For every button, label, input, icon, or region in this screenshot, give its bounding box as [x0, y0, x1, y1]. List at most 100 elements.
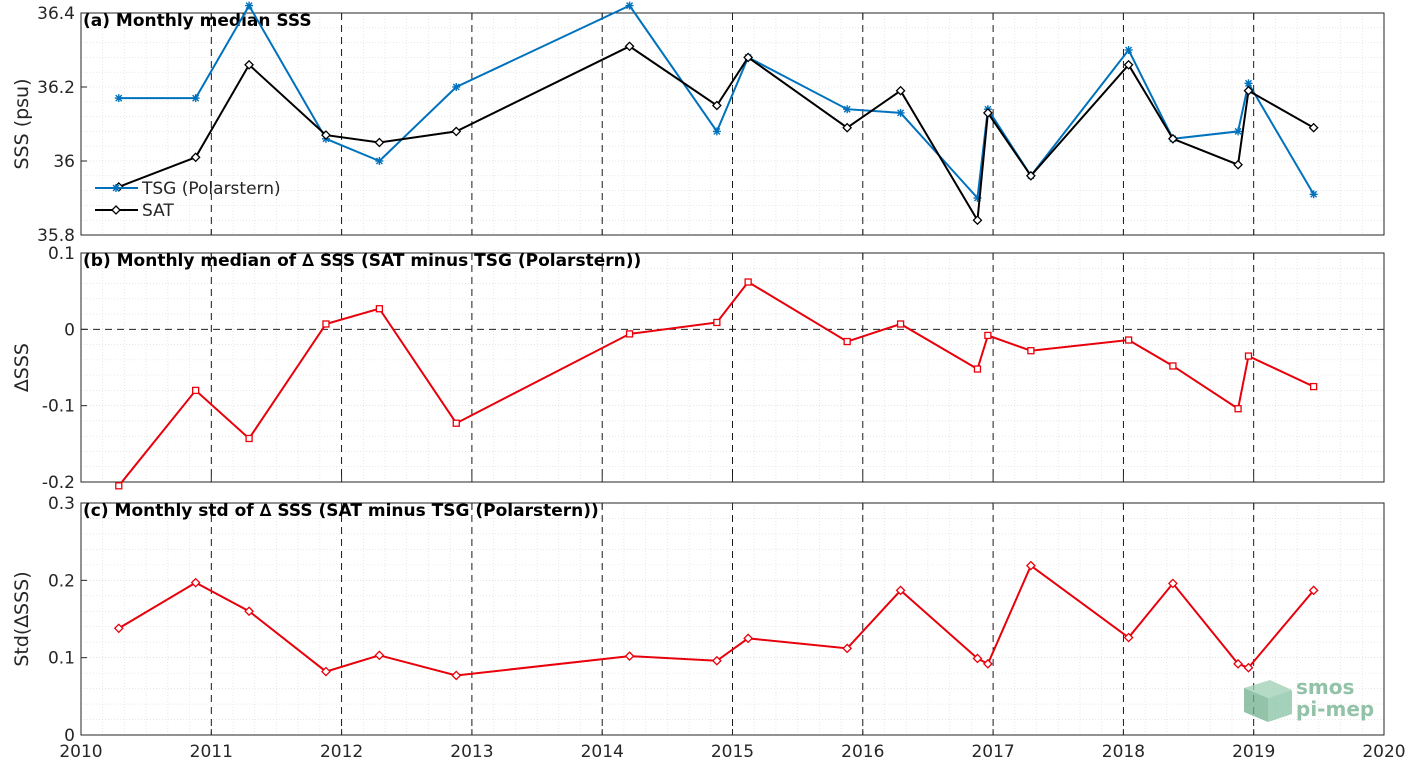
data-point [1025, 170, 1036, 181]
x-tick-label: 2015 [711, 742, 754, 762]
data-point [982, 658, 993, 669]
data-point [451, 126, 462, 137]
data-point [1167, 133, 1178, 144]
data-point [452, 419, 460, 427]
y-axis-label: Std(∆SSS) [11, 571, 33, 666]
data-point [191, 94, 200, 103]
data-point [1123, 59, 1134, 70]
data-point [1027, 347, 1035, 355]
data-point [1124, 336, 1133, 344]
y-tick-label: -0.2 [42, 473, 75, 493]
y-tick-label: 0.1 [48, 649, 75, 669]
panel-title: (b) Monthly median of ∆ SSS (SAT minus T… [83, 251, 641, 271]
data-point [321, 666, 331, 677]
data-point [1233, 658, 1243, 669]
legend: TSG (Polarstern)SAT [95, 179, 281, 221]
data-point [115, 482, 123, 490]
data-point [244, 59, 255, 70]
data-point [190, 152, 201, 163]
data-point [972, 653, 983, 664]
x-tick-label: 2011 [190, 742, 233, 762]
data-point [1234, 405, 1242, 413]
legend-marker [111, 205, 121, 215]
legend-label: TSG (Polarstern) [141, 179, 281, 199]
data-point [896, 320, 905, 328]
smos-pimep-logo: smos pi-mep [1296, 676, 1374, 720]
panel-title: (c) Monthly std of ∆ SSS (SAT minus TSG … [83, 501, 599, 521]
panel-title: (a) Monthly median SSS [83, 11, 312, 31]
data-point [744, 278, 752, 286]
data-point [1234, 127, 1243, 136]
x-tick-label: 2013 [450, 742, 493, 762]
data-point [711, 100, 722, 111]
x-tick-label: 2019 [1232, 742, 1275, 762]
y-tick-label: 36 [53, 152, 75, 172]
data-point [1233, 159, 1243, 170]
data-point [842, 122, 853, 133]
data-point [982, 107, 993, 118]
y-axis-label: SSS (psu) [11, 78, 33, 169]
data-point [1309, 382, 1318, 391]
data-point [1244, 352, 1253, 360]
y-tick-label: 0.2 [48, 571, 75, 591]
data-point [1244, 79, 1253, 88]
year-lines [210, 253, 1255, 482]
y-tick-label: 0.1 [48, 244, 75, 264]
panel-a: 35.8 36 36.2 36.4 SSS (psu) (a) Monthly media… [11, 1, 1385, 246]
data-point [711, 655, 722, 666]
data-point [972, 215, 983, 226]
data-point [1243, 85, 1254, 96]
data-point [1308, 122, 1319, 133]
y-tick-label: 0 [64, 726, 75, 746]
data-point [451, 670, 462, 681]
y-tick-label: 36.4 [37, 4, 75, 24]
data-point [625, 1, 634, 10]
data-point [374, 137, 385, 148]
data-point [245, 434, 253, 443]
data-point [113, 623, 124, 634]
x-tick-label: 2014 [581, 742, 624, 762]
logo-line-2: pi-mep [1296, 697, 1375, 721]
data-point [322, 320, 330, 328]
legend-marker [112, 184, 120, 192]
year-lines [210, 503, 1255, 735]
data-point [842, 643, 853, 654]
series-delta [115, 278, 1318, 490]
series-delta [113, 560, 1319, 681]
x-tick-label: 2020 [1362, 742, 1405, 762]
data-point [1309, 190, 1318, 199]
data-point [1123, 632, 1134, 643]
x-tick-label: 2012 [320, 742, 363, 762]
data-point [896, 108, 905, 117]
y-tick-label: 0 [64, 320, 75, 340]
data-point [1167, 578, 1178, 589]
data-point [244, 606, 255, 617]
y-axis-label: ∆SSS [11, 343, 33, 393]
data-point [114, 94, 123, 103]
data-point [843, 105, 852, 114]
data-point [1124, 46, 1133, 54]
data-point [1308, 585, 1319, 596]
data-point [245, 1, 254, 10]
series-sat [113, 41, 1319, 226]
data-point [1025, 560, 1036, 571]
data-point [895, 585, 906, 596]
data-point [624, 651, 635, 662]
y-tick-label: -0.1 [42, 397, 75, 417]
data-point [321, 130, 331, 141]
data-point [973, 365, 982, 373]
x-tick-label: 2018 [1102, 742, 1145, 762]
data-point [375, 305, 384, 313]
x-tick-label: 2016 [841, 742, 884, 762]
panel-b: -0.2 -0.1 0 0.1 ∆SSS (b) Monthly median of ∆ … [11, 244, 1385, 493]
data-point [374, 650, 385, 661]
data-point [743, 52, 754, 63]
y-tick-label: 35.8 [37, 226, 75, 246]
y-tick-label: 36.2 [37, 78, 75, 98]
x-tick-label: 2010 [59, 742, 102, 762]
y-tick-label: 0.3 [48, 494, 75, 514]
legend-label: SAT [142, 201, 174, 221]
data-point [843, 337, 851, 346]
data-point [984, 331, 992, 340]
